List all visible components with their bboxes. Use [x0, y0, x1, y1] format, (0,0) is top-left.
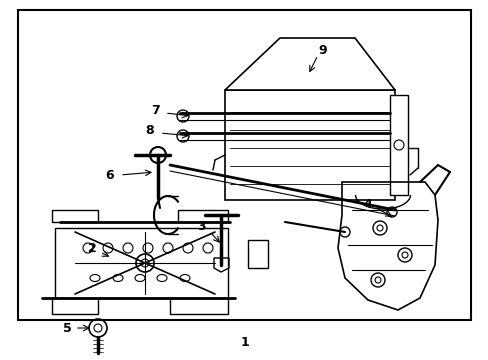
Polygon shape [214, 258, 228, 272]
Text: 4: 4 [363, 198, 372, 211]
Text: 3: 3 [197, 220, 206, 233]
Text: 5: 5 [62, 321, 71, 334]
Polygon shape [224, 38, 394, 90]
Polygon shape [389, 95, 407, 195]
Text: 1: 1 [240, 336, 249, 348]
Polygon shape [224, 90, 394, 200]
Text: 6: 6 [105, 168, 114, 181]
Bar [18, 10, 470, 320]
Text: 7: 7 [151, 104, 160, 117]
Polygon shape [247, 240, 267, 268]
Text: 9: 9 [318, 44, 326, 57]
Text: 8: 8 [145, 123, 154, 136]
Text: 2: 2 [87, 242, 96, 255]
